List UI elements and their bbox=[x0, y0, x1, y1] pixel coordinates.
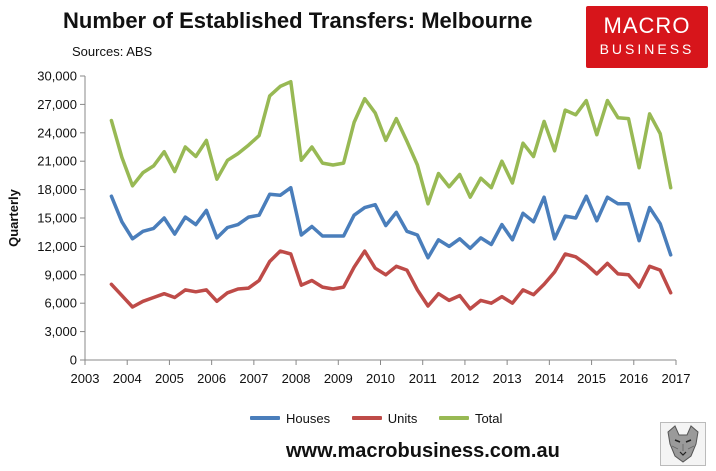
legend-swatch-total bbox=[438, 416, 469, 420]
x-tick-label: 2009 bbox=[324, 371, 353, 386]
y-tick-label: 3,000 bbox=[44, 324, 77, 339]
legend-item-units: Units bbox=[351, 410, 418, 426]
x-tick-label: 2008 bbox=[282, 371, 311, 386]
x-tick-label: 2014 bbox=[535, 371, 564, 386]
chart-legend: Houses Units Total bbox=[250, 408, 520, 426]
legend-label-houses: Houses bbox=[286, 410, 331, 426]
y-tick-label: 15,000 bbox=[37, 211, 77, 226]
line-chart: 0 3,000 6,000 9,000 12,000 15,000 18,000 21,000… bbox=[6, 69, 691, 387]
macrobusiness-logo: MACRO BUSINESS bbox=[586, 6, 708, 68]
x-tick-label: 2011 bbox=[409, 371, 437, 386]
x-tick-label: 2007 bbox=[239, 371, 268, 386]
legend-swatch-units bbox=[351, 416, 382, 420]
y-tick-label: 0 bbox=[70, 353, 77, 368]
logo-line-1: MACRO bbox=[603, 13, 691, 38]
chart-sources: Sources: ABS bbox=[72, 44, 153, 59]
series-line-units bbox=[109, 249, 673, 311]
y-tick-label: 12,000 bbox=[37, 239, 77, 254]
y-axis-label: Quarterly bbox=[6, 188, 21, 247]
legend-label-units: Units bbox=[387, 410, 418, 426]
legend-item-total: Total bbox=[438, 410, 503, 426]
y-tick-label: 24,000 bbox=[37, 125, 77, 140]
y-tick-label: 21,000 bbox=[37, 154, 77, 169]
legend-swatch-houses bbox=[250, 416, 280, 420]
website-url: www.macrobusiness.com.au bbox=[286, 440, 560, 462]
x-tick-label: 2016 bbox=[619, 371, 648, 386]
x-tick-label: 2006 bbox=[197, 371, 226, 386]
wolf-icon bbox=[660, 422, 706, 466]
series-line-houses bbox=[109, 185, 673, 260]
y-tick-label: 27,000 bbox=[37, 97, 77, 112]
x-tick-label: 2015 bbox=[577, 371, 606, 386]
y-tick-label: 9,000 bbox=[44, 267, 77, 282]
x-tick-label: 2003 bbox=[71, 371, 100, 386]
x-tick-label: 2013 bbox=[493, 371, 522, 386]
x-tick-label: 2012 bbox=[450, 371, 479, 386]
legend-item-houses: Houses bbox=[250, 411, 330, 426]
y-tick-label: 6,000 bbox=[44, 296, 77, 311]
x-tick-label: 2010 bbox=[366, 371, 395, 386]
y-tick-label: 30,000 bbox=[37, 69, 77, 84]
x-tick-label: 2004 bbox=[113, 371, 142, 386]
logo-line-2: BUSINESS bbox=[599, 41, 695, 57]
x-tick-label: 2005 bbox=[155, 371, 184, 386]
x-tick-label: 2017 bbox=[662, 371, 691, 386]
chart-title: Number of Established Transfers: Melbour… bbox=[63, 8, 533, 33]
y-tick-label: 18,000 bbox=[37, 182, 77, 197]
series-line-total bbox=[109, 79, 673, 206]
legend-label-total: Total bbox=[474, 410, 503, 426]
